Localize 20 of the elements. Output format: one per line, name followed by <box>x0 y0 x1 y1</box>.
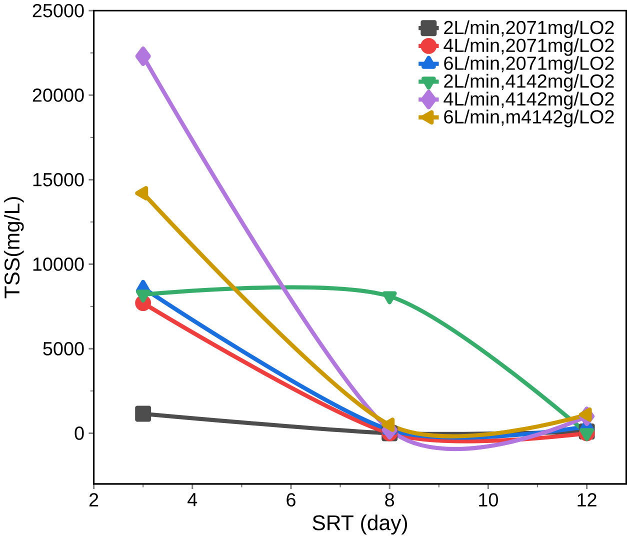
legend-label: 6L/min,2071mg/LO2 <box>444 56 614 74</box>
x-axis-title: SRT (day) <box>312 514 407 534</box>
y-tick-label: 15000 <box>33 172 84 186</box>
legend-label: 2L/min,2071mg/LO2 <box>444 20 614 38</box>
y-tick-label: 20000 <box>32 88 84 102</box>
legend-label: 4L/min,2071mg/LO2 <box>444 38 614 56</box>
x-tick-label: 8 <box>385 492 394 506</box>
legend-label: 6L/min,m4142g/LO2 <box>444 109 614 128</box>
x-tick-label: 12 <box>578 492 596 506</box>
y-tick-label: 5000 <box>43 342 84 356</box>
legend-label: 2L/min,4142mg/LO2 <box>444 74 614 92</box>
x-tick-label: 6 <box>286 492 296 506</box>
x-tick-label: 10 <box>479 492 498 506</box>
x-tick-label: 4 <box>188 492 198 506</box>
y-tick-label: 0 <box>74 426 84 440</box>
x-tick-label: 2 <box>89 492 98 506</box>
y-tick-label: 10000 <box>33 257 84 271</box>
y-axis-title: TSS(mg/L) <box>4 196 24 298</box>
y-tick-label: 25000 <box>32 4 84 18</box>
legend-label: 4L/min,4142mg/LO2 <box>444 92 614 110</box>
